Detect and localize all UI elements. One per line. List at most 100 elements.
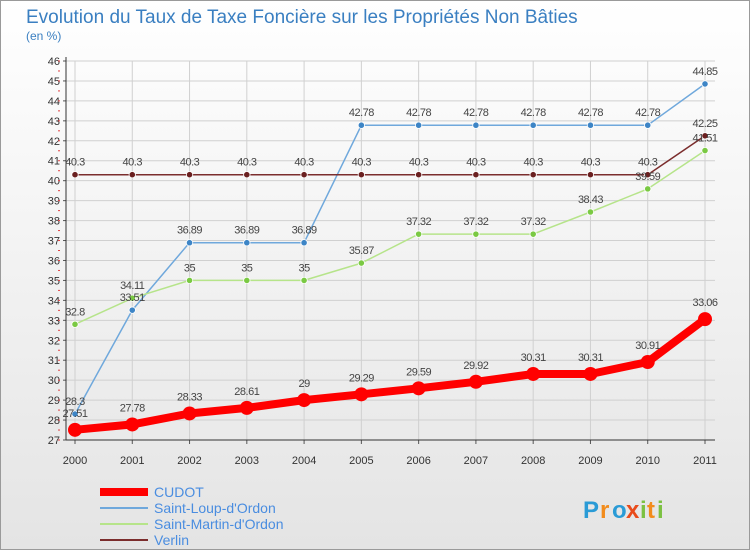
y-tick-label: 33 (48, 315, 60, 327)
data-point (698, 312, 712, 327)
data-label: 42.78 (406, 107, 431, 119)
data-point (243, 171, 251, 179)
data-label: 40.3 (581, 157, 601, 169)
data-label: 29.59 (406, 366, 431, 378)
data-point (701, 146, 709, 155)
data-point (586, 208, 595, 216)
series-line-1 (74, 149, 706, 326)
data-point (71, 410, 79, 418)
data-label: 29 (298, 378, 310, 390)
data-point (357, 259, 365, 267)
data-point (526, 366, 541, 381)
data-point (128, 294, 136, 302)
grid-lines (66, 60, 715, 441)
data-point (415, 171, 423, 179)
data-label: 41.51 (692, 133, 717, 145)
data-label: 42.78 (521, 107, 546, 119)
data-label: 28.33 (177, 391, 202, 403)
data-label: 37.32 (521, 216, 546, 228)
y-tick-label: 39 (48, 196, 60, 208)
data-label: 33.06 (692, 297, 717, 309)
series-line-0 (74, 83, 706, 415)
brand-letter: P (583, 497, 599, 524)
data-point (243, 239, 251, 247)
y-tick-label: 28 (48, 415, 60, 427)
data-label: 40.3 (237, 157, 257, 169)
data-point (357, 171, 365, 179)
data-label: 35 (298, 262, 310, 274)
data-point (472, 171, 480, 179)
data-label: 40.3 (294, 157, 314, 169)
data-label: 32.8 (65, 306, 85, 318)
y-tick-label: 43 (48, 116, 60, 128)
data-point (529, 171, 537, 179)
legend-label: Verlin (154, 532, 189, 548)
data-label: 34.11 (120, 280, 145, 292)
data-label: 40.3 (409, 157, 429, 169)
data-label: 30.91 (635, 340, 660, 352)
data-point (701, 132, 709, 140)
data-point (300, 276, 308, 285)
data-label: 27.51 (62, 408, 87, 420)
data-label: 39.59 (635, 171, 660, 183)
data-label: 40.3 (180, 157, 200, 169)
x-tick-label: 2009 (578, 455, 602, 467)
data-point (644, 121, 652, 129)
data-label: 40.3 (352, 157, 372, 169)
legend-label: Saint-Martin-d'Ordon (154, 516, 284, 532)
data-point (300, 239, 308, 247)
data-point (357, 121, 365, 129)
legend: CUDOTSaint-Loup-d'OrdonSaint-Martin-d'Or… (100, 484, 284, 548)
x-tick-label: 2002 (177, 455, 201, 467)
data-label: 28.3 (65, 396, 85, 408)
y-tick-label: 37 (48, 236, 60, 248)
data-label: 36.89 (177, 225, 202, 237)
y-tick-label: 27 (48, 435, 60, 447)
data-point (640, 355, 655, 370)
data-point (354, 387, 369, 402)
x-tick-label: 2008 (521, 455, 545, 467)
data-label: 35 (241, 262, 253, 274)
data-label: 30.31 (521, 352, 546, 364)
y-tick-label: 34 (48, 295, 60, 307)
data-label: 40.3 (523, 157, 543, 169)
x-tick-label: 2003 (235, 455, 259, 467)
chart-title: Evolution du Taux de Taxe Foncière sur l… (26, 7, 578, 28)
data-label: 33.51 (120, 292, 145, 304)
data-point (185, 171, 194, 179)
x-tick-label: 2005 (349, 455, 373, 467)
x-tick-label: 2011 (693, 455, 717, 467)
brand-letter: i (657, 497, 664, 524)
series-line-3 (71, 315, 709, 434)
data-label: 40.3 (638, 157, 658, 169)
data-label: 29.29 (349, 372, 374, 384)
data-point (472, 121, 480, 129)
y-tick-label: 31 (48, 355, 60, 367)
data-label: 28.61 (234, 386, 259, 398)
data-point (529, 230, 537, 238)
data-label: 42.78 (635, 107, 660, 119)
data-point (125, 417, 140, 432)
data-point (701, 80, 709, 88)
legend-label: CUDOT (154, 484, 204, 500)
legend-label: Saint-Loup-d'Ordon (154, 500, 276, 516)
brand-letter: i (640, 497, 647, 524)
data-label: 40.3 (65, 157, 85, 169)
data-point (472, 230, 480, 238)
data-label: 30.31 (578, 352, 603, 364)
y-tick-label: 32 (48, 335, 60, 347)
data-point (71, 171, 79, 179)
data-point (468, 374, 483, 389)
data-label: 40.3 (123, 157, 143, 169)
data-point (297, 393, 312, 408)
data-label: 29.92 (463, 360, 488, 372)
data-label: 35 (184, 262, 196, 274)
data-label: 42.78 (463, 107, 488, 119)
y-tick-label: 41 (48, 156, 60, 168)
y-tick-label: 42 (48, 136, 60, 148)
brand-letter: o (612, 497, 627, 524)
data-label: 37.32 (406, 216, 431, 228)
data-labels: 28.3 33.51 36.89 36.89 36.89 42.78 42.78 42.78 4… (62, 66, 718, 420)
